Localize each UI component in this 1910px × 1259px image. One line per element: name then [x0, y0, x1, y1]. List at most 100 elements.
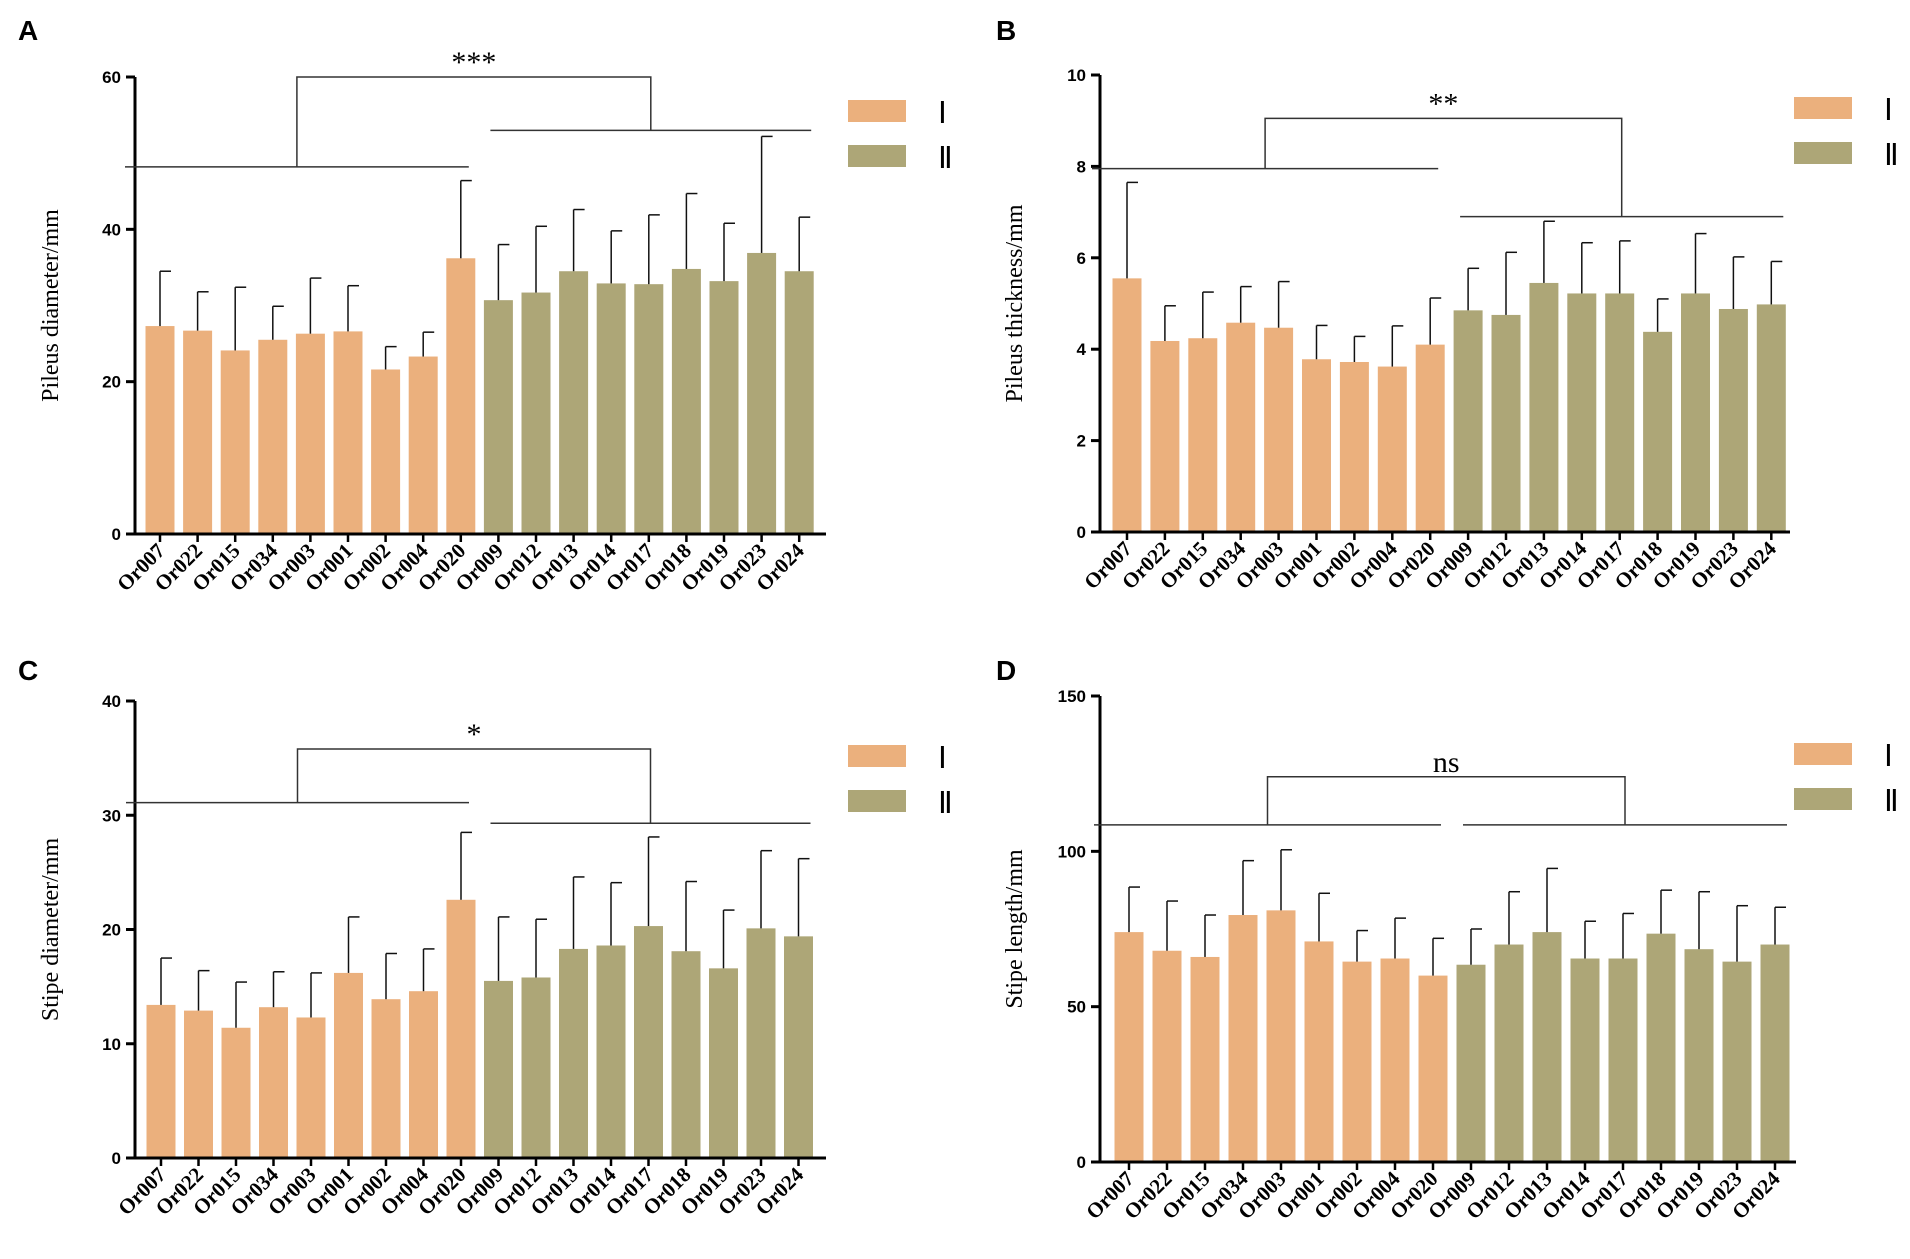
significance-bracket [1266, 776, 1626, 825]
bar-or007 [146, 1004, 176, 1158]
bar-or001 [334, 972, 363, 1158]
bar-or022 [1150, 340, 1180, 532]
bar-or013 [1532, 932, 1562, 1162]
significance-bracket [296, 748, 652, 824]
bar-or017 [1605, 293, 1635, 532]
bar-or015 [1190, 956, 1220, 1162]
bar-or014 [1570, 958, 1600, 1162]
bar-or004 [1380, 958, 1410, 1162]
bar-or009 [483, 300, 513, 534]
panel-letter: B [996, 15, 1016, 46]
y-tick-label: 20 [102, 921, 121, 940]
bar-or012 [1491, 314, 1521, 532]
y-tick-label: 8 [1077, 157, 1086, 176]
bar-or001 [1302, 359, 1331, 532]
legend-swatch-group-i [1794, 743, 1852, 765]
bar-or004 [409, 991, 438, 1158]
bar-or002 [1339, 361, 1369, 532]
bar-or019 [709, 968, 738, 1158]
bar-or034 [1226, 322, 1256, 532]
y-tick-label: 150 [1058, 687, 1086, 706]
significance-label: *** [451, 46, 496, 79]
y-tick-label: 60 [102, 68, 121, 87]
bar-or014 [596, 283, 626, 534]
legend-swatch-group-ii [848, 790, 906, 812]
bar-or019 [1684, 949, 1714, 1162]
bar-or002 [371, 369, 401, 534]
bar-or023 [1718, 308, 1748, 532]
bar-or017 [634, 926, 663, 1158]
y-tick-label: 100 [1058, 842, 1086, 861]
bar-or024 [784, 936, 813, 1158]
y-tick-label: 0 [112, 525, 121, 544]
significance-bracket [296, 76, 652, 167]
y-axis-title: Pileus diameter/mm [38, 209, 64, 402]
bar-or018 [671, 951, 701, 1158]
y-tick-label: 2 [1077, 432, 1086, 451]
bar-or020 [446, 899, 476, 1158]
panel-letter: D [996, 655, 1016, 686]
bar-or024 [1756, 304, 1786, 532]
bar-or024 [1760, 944, 1790, 1162]
legend-label-group-i: Ⅰ [1884, 94, 1893, 127]
y-axis-title: Stipe diameter/mm [38, 838, 64, 1022]
bar-or012 [521, 977, 551, 1158]
y-axis-title: Stipe length/mm [1002, 849, 1028, 1009]
legend-swatch-group-ii [1794, 142, 1852, 164]
legend-swatch-group-ii [1794, 788, 1852, 810]
legend-swatch-group-i [1794, 97, 1852, 119]
bar-or003 [295, 333, 325, 534]
bar-or022 [183, 330, 213, 534]
bar-or009 [1456, 964, 1486, 1162]
bar-or023 [747, 252, 777, 534]
y-tick-label: 6 [1077, 249, 1086, 268]
bar-or023 [1722, 961, 1752, 1162]
significance-bracket [1264, 117, 1623, 217]
bar-or024 [784, 271, 814, 534]
bar-or017 [1608, 958, 1638, 1162]
legend-label-group-ii: Ⅱ [1884, 785, 1899, 818]
bar-or034 [258, 339, 288, 534]
bar-or023 [746, 928, 776, 1158]
y-tick-label: 50 [1067, 998, 1086, 1017]
y-tick-label: 30 [102, 806, 121, 825]
bar-or034 [259, 1007, 288, 1158]
y-tick-label: 10 [1067, 66, 1086, 85]
bar-or004 [1377, 366, 1407, 532]
y-tick-label: 0 [1077, 523, 1086, 542]
legend-label-group-ii: Ⅱ [938, 787, 953, 820]
bar-or003 [1266, 910, 1296, 1162]
panel-letter: C [18, 655, 38, 686]
bar-or014 [596, 945, 626, 1158]
bar-or004 [408, 356, 438, 534]
bar-or018 [1643, 331, 1673, 532]
bar-or007 [1112, 278, 1142, 532]
bar-or022 [184, 1010, 213, 1158]
bar-or019 [1681, 293, 1710, 532]
legend-label-group-i: Ⅰ [1884, 740, 1893, 773]
legend: ⅠⅡ [1794, 94, 1899, 172]
y-tick-label: 4 [1077, 340, 1087, 359]
legend: ⅠⅡ [1794, 740, 1899, 818]
significance-label: ** [1428, 87, 1458, 120]
y-axis-title: Pileus thickness/mm [1002, 204, 1028, 402]
bar-or020 [1418, 975, 1448, 1162]
significance-label: ns [1433, 746, 1460, 779]
bar-or013 [559, 271, 589, 534]
legend-swatch-group-i [848, 745, 906, 767]
legend-label-group-i: Ⅰ [938, 742, 947, 775]
bar-or003 [1264, 327, 1294, 532]
bar-or002 [371, 999, 401, 1158]
bar-or001 [333, 331, 363, 534]
bar-or002 [1342, 961, 1372, 1162]
legend-label-group-ii: Ⅱ [938, 142, 953, 175]
legend-swatch-group-i [848, 100, 906, 122]
legend: ⅠⅡ [848, 97, 953, 175]
bar-or009 [484, 980, 513, 1158]
bar-or013 [559, 948, 588, 1158]
